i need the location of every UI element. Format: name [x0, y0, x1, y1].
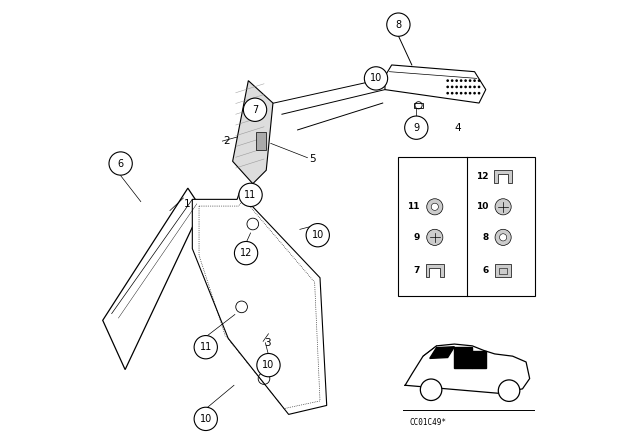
Circle shape — [427, 229, 443, 246]
Circle shape — [446, 92, 449, 95]
Circle shape — [455, 86, 458, 88]
Text: 10: 10 — [262, 360, 275, 370]
Circle shape — [257, 353, 280, 377]
Text: 3: 3 — [264, 338, 271, 348]
Bar — [499, 267, 507, 274]
Circle shape — [234, 241, 258, 265]
Circle shape — [451, 79, 454, 82]
Circle shape — [451, 92, 454, 95]
Text: 10: 10 — [370, 73, 382, 83]
Circle shape — [495, 229, 511, 246]
Circle shape — [473, 79, 476, 82]
Text: 10: 10 — [476, 202, 488, 211]
Text: 11: 11 — [408, 202, 420, 211]
Circle shape — [468, 86, 472, 88]
Text: 9: 9 — [413, 123, 419, 133]
Text: 8: 8 — [396, 20, 401, 30]
Circle shape — [473, 86, 476, 88]
Circle shape — [495, 199, 511, 215]
Text: 7: 7 — [413, 266, 420, 275]
Circle shape — [464, 79, 467, 82]
Polygon shape — [414, 103, 423, 108]
Circle shape — [446, 79, 449, 82]
Text: 11: 11 — [200, 342, 212, 352]
Text: 10: 10 — [312, 230, 324, 240]
Circle shape — [404, 116, 428, 139]
Text: 10: 10 — [200, 414, 212, 424]
Bar — [257, 132, 266, 150]
Circle shape — [500, 234, 507, 241]
Bar — [495, 264, 511, 277]
Circle shape — [468, 92, 472, 95]
Polygon shape — [385, 65, 486, 103]
Polygon shape — [103, 188, 202, 370]
Circle shape — [473, 92, 476, 95]
Bar — [398, 157, 535, 296]
Polygon shape — [233, 81, 273, 184]
Polygon shape — [454, 347, 472, 368]
Circle shape — [477, 79, 481, 82]
Polygon shape — [494, 170, 512, 182]
Circle shape — [499, 380, 520, 401]
Polygon shape — [472, 351, 486, 368]
Text: 4: 4 — [454, 123, 461, 133]
Circle shape — [477, 92, 481, 95]
Text: 12: 12 — [476, 172, 488, 181]
Text: 1: 1 — [184, 199, 190, 209]
Text: 2: 2 — [224, 136, 230, 146]
Circle shape — [460, 79, 463, 82]
Circle shape — [464, 92, 467, 95]
Circle shape — [243, 98, 267, 121]
Circle shape — [460, 92, 463, 95]
Circle shape — [451, 86, 454, 88]
Circle shape — [427, 199, 443, 215]
Text: 7: 7 — [252, 105, 258, 115]
Text: 11: 11 — [244, 190, 257, 200]
Circle shape — [420, 379, 442, 401]
Text: 6: 6 — [482, 266, 488, 275]
Text: 9: 9 — [413, 233, 420, 242]
Polygon shape — [430, 347, 454, 358]
Circle shape — [468, 79, 472, 82]
Circle shape — [239, 183, 262, 207]
Text: 12: 12 — [240, 248, 252, 258]
Circle shape — [477, 86, 481, 88]
Circle shape — [455, 79, 458, 82]
Circle shape — [460, 86, 463, 88]
Circle shape — [464, 86, 467, 88]
Polygon shape — [426, 264, 444, 277]
Text: CC01C49*: CC01C49* — [410, 418, 447, 426]
Circle shape — [446, 86, 449, 88]
Circle shape — [387, 13, 410, 36]
Circle shape — [364, 67, 388, 90]
Circle shape — [109, 152, 132, 175]
Polygon shape — [192, 193, 327, 414]
Circle shape — [194, 336, 218, 359]
Circle shape — [455, 92, 458, 95]
Circle shape — [194, 407, 218, 431]
Text: 5: 5 — [309, 154, 316, 164]
Circle shape — [306, 224, 330, 247]
Circle shape — [431, 203, 438, 211]
Text: 6: 6 — [118, 159, 124, 168]
Text: 8: 8 — [482, 233, 488, 242]
